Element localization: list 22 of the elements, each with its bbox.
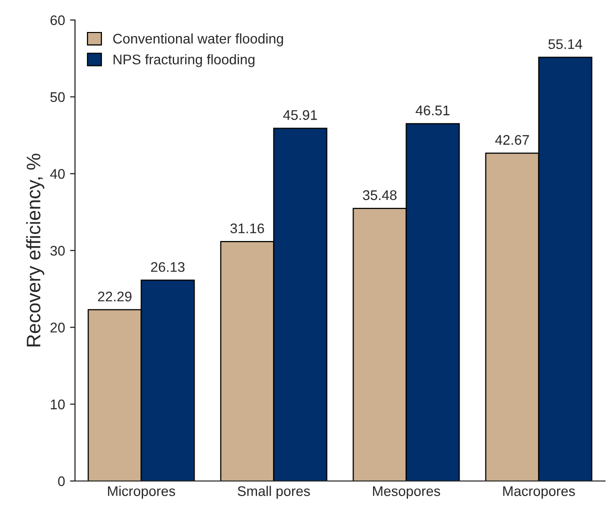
x-tick-label: Mesopores (373, 486, 440, 499)
y-tick-label: 30 (50, 246, 65, 256)
y-tick-label: 40 (50, 169, 65, 179)
y-axis-title: Recovery efficiency, % (26, 154, 44, 346)
legend-label: NPS fracturing flooding (114, 54, 254, 68)
y-tick-label: 60 (50, 15, 65, 26)
data-label: 26.13 (151, 262, 185, 272)
x-tick-label: Macropores (503, 486, 575, 499)
y-tick-label: 20 (50, 322, 65, 333)
data-label: 46.51 (416, 106, 450, 116)
y-tick-label: 0 (58, 476, 65, 486)
legend-label: Conventional water flooding (113, 33, 284, 46)
data-label: 45.91 (283, 110, 317, 120)
x-tick-label: Micropores (108, 486, 176, 499)
data-label: 31.16 (230, 223, 264, 234)
data-label: 35.48 (362, 190, 397, 200)
x-tick-label: Small pores (238, 486, 310, 499)
data-label: 22.29 (98, 292, 132, 302)
data-label: 42.67 (495, 135, 529, 145)
y-tick-label: 50 (50, 92, 65, 102)
y-tick-label: 10 (50, 400, 65, 410)
data-label: 55.14 (548, 39, 582, 50)
